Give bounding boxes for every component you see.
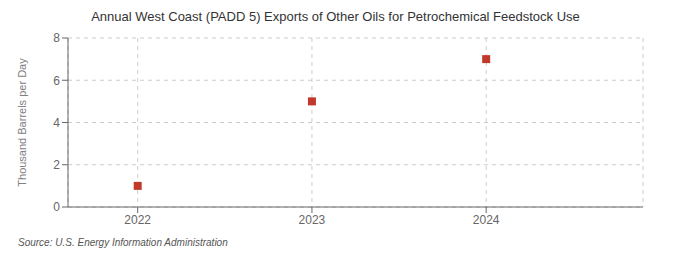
html-text:Source: U.S. Energy Informatio: Source: U.S. Energy Information Administ…	[18, 237, 228, 248]
svg-text:6: 6	[53, 74, 60, 88]
svg-text:4: 4	[53, 116, 60, 130]
html-text:Annual West Coast (PADD 5) Exp: Annual West Coast (PADD 5) Exports of Ot…	[91, 9, 580, 24]
svg-text:2024: 2024	[473, 213, 500, 227]
svg-text:2: 2	[53, 158, 60, 172]
svg-text:0: 0	[53, 200, 60, 214]
svg-text:2023: 2023	[299, 213, 326, 227]
svg-text:Thousand Barrels per Day: Thousand Barrels per Day	[16, 58, 28, 187]
svg-text:8: 8	[53, 31, 60, 45]
svg-text:2022: 2022	[124, 213, 151, 227]
